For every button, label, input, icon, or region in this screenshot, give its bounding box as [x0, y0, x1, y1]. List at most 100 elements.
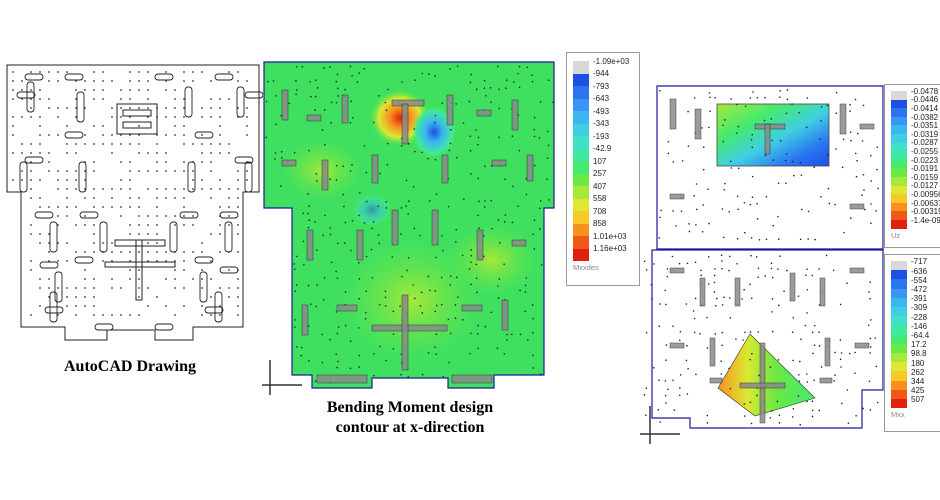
node-dot	[503, 352, 506, 355]
node-dot	[429, 380, 431, 383]
node-dot	[806, 288, 809, 291]
node-dot	[414, 79, 416, 81]
node-dot	[798, 373, 800, 376]
node-dot	[314, 380, 317, 382]
node-dot	[835, 112, 838, 115]
legend-swatch	[891, 134, 907, 143]
pile-dot	[210, 278, 212, 280]
pile-dot	[210, 233, 212, 235]
column-group	[669, 267, 685, 274]
node-dot	[533, 135, 536, 138]
pile-dot	[165, 188, 167, 190]
node-dot	[335, 179, 338, 181]
node-dot	[475, 263, 478, 266]
node-dot	[379, 172, 381, 175]
pile-dot	[210, 80, 212, 82]
pile-dot	[147, 242, 149, 244]
pile-dot	[156, 242, 158, 244]
node-dot	[329, 66, 331, 68]
node-dot	[723, 119, 726, 121]
pile-dot	[84, 179, 86, 181]
node-dot	[357, 327, 360, 329]
pile-dot	[174, 98, 176, 100]
node-dot	[818, 331, 820, 333]
legend-label: -0.0319	[911, 129, 939, 139]
node-dot	[861, 140, 864, 142]
node-dot	[513, 81, 515, 83]
node-dot	[329, 227, 332, 229]
pile-dot	[237, 278, 239, 280]
column-group	[699, 277, 706, 307]
node-dot	[786, 89, 789, 91]
column-group	[511, 99, 519, 131]
node-dot	[756, 394, 758, 397]
node-dot	[737, 167, 740, 170]
node-dot	[856, 159, 858, 162]
legend-row: -0.0414	[885, 104, 940, 117]
node-dot	[729, 160, 732, 163]
node-dot	[265, 136, 267, 139]
node-dot	[470, 283, 472, 286]
pile-dot	[129, 206, 131, 208]
legend-row: 344	[885, 377, 940, 390]
node-dot	[448, 149, 451, 152]
pile-dot	[165, 116, 167, 118]
node-dot	[553, 249, 554, 251]
legend-label: -493	[593, 106, 610, 116]
node-dot	[336, 332, 339, 335]
pile-dot	[165, 71, 167, 73]
legend-row: 180	[885, 359, 940, 372]
legend-row: -0.0159	[885, 173, 940, 186]
pile-dot	[237, 314, 239, 316]
pile-cap	[64, 73, 84, 81]
node-dot	[372, 221, 375, 223]
node-dot	[496, 347, 499, 349]
node-dot	[546, 228, 548, 231]
pile-dot	[39, 206, 41, 208]
node-dot	[876, 146, 879, 148]
node-dot	[428, 200, 431, 202]
pile-dot	[111, 143, 113, 145]
node-dot	[875, 210, 878, 212]
node-dot	[743, 288, 745, 291]
node-dot	[730, 167, 733, 169]
node-dot	[427, 352, 430, 354]
pile-dot	[129, 278, 131, 280]
column-group	[501, 299, 509, 331]
node-dot	[511, 135, 514, 138]
pile-dot	[57, 188, 59, 190]
pile-dot	[138, 89, 140, 91]
pile-dot	[48, 260, 50, 262]
node-dot	[680, 210, 683, 212]
pile-dot	[156, 143, 158, 145]
node-dot	[477, 177, 480, 180]
node-dot	[490, 101, 492, 104]
node-dot	[280, 185, 282, 187]
column-group	[301, 304, 309, 336]
pile-dot	[48, 80, 50, 82]
legend-swatch	[573, 211, 589, 224]
pile-dot	[237, 80, 239, 82]
node-dot	[434, 158, 437, 161]
pile-dot	[201, 134, 203, 136]
pile-dot	[39, 134, 41, 136]
node-dot	[373, 352, 375, 355]
node-dot	[722, 140, 725, 143]
pile-dot	[138, 71, 140, 73]
pile-dot	[156, 134, 158, 136]
node-dot	[792, 359, 794, 362]
node-dot	[392, 310, 395, 313]
node-dot	[841, 166, 844, 169]
node-dot	[377, 234, 380, 236]
node-dot	[301, 346, 303, 349]
node-dot	[687, 110, 689, 113]
pile-dot	[120, 206, 122, 208]
legend-row: 1.01e+03	[567, 232, 639, 249]
pile-dot	[48, 206, 50, 208]
pile-dot	[192, 188, 194, 190]
node-dot	[449, 142, 452, 145]
pile-dot	[39, 71, 41, 73]
node-dot	[793, 174, 795, 177]
pile-dot	[30, 170, 32, 172]
node-dot	[455, 103, 457, 105]
